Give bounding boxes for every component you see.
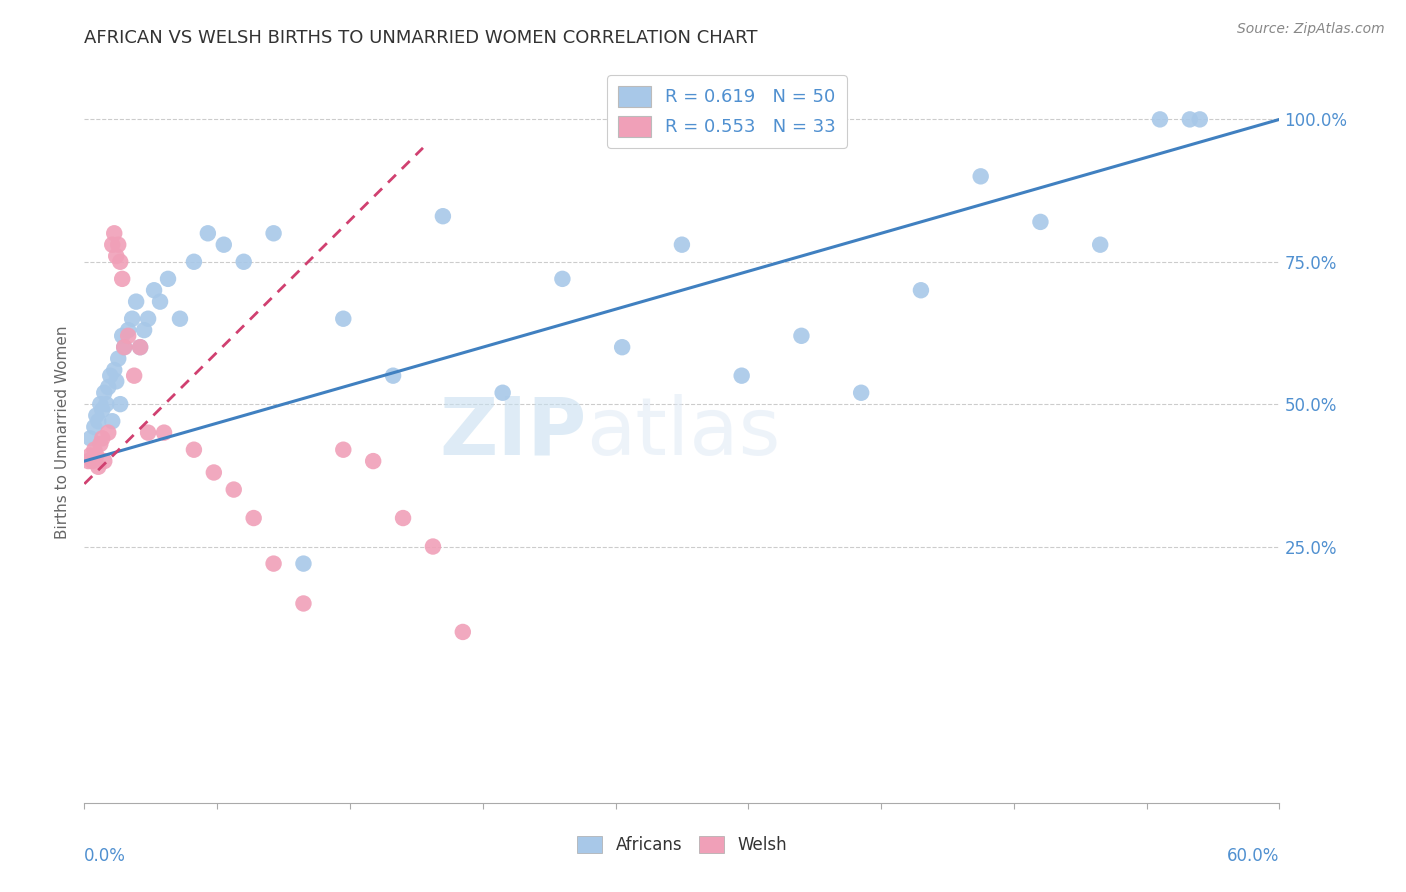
Point: [263, 557, 285, 571]
Point: [292, 597, 315, 611]
Point: [731, 368, 754, 383]
Point: [492, 385, 515, 400]
Point: [382, 368, 405, 383]
Point: [107, 237, 129, 252]
Point: [97, 425, 120, 440]
Text: 0.0%: 0.0%: [84, 847, 127, 865]
Point: [86, 449, 108, 463]
Point: [103, 363, 125, 377]
Point: [432, 209, 454, 223]
Point: [121, 311, 143, 326]
Point: [83, 442, 105, 457]
Point: [101, 237, 124, 252]
Point: [153, 425, 176, 440]
Y-axis label: Births to Unmarried Women: Births to Unmarried Women: [55, 326, 70, 540]
Point: [1149, 112, 1171, 127]
Point: [136, 311, 159, 326]
Point: [112, 340, 135, 354]
Point: [91, 431, 114, 445]
Point: [970, 169, 993, 184]
Point: [422, 540, 444, 554]
Text: Source: ZipAtlas.com: Source: ZipAtlas.com: [1237, 22, 1385, 37]
Point: [111, 328, 134, 343]
Point: [107, 351, 129, 366]
Point: [89, 397, 111, 411]
Point: [105, 375, 128, 389]
Point: [105, 249, 128, 263]
Text: 60.0%: 60.0%: [1227, 847, 1279, 865]
Point: [136, 425, 159, 440]
Point: [197, 227, 219, 241]
Point: [361, 454, 384, 468]
Text: AFRICAN VS WELSH BIRTHS TO UNMARRIED WOMEN CORRELATION CHART: AFRICAN VS WELSH BIRTHS TO UNMARRIED WOM…: [84, 29, 758, 47]
Point: [1178, 112, 1201, 127]
Point: [851, 385, 873, 400]
Point: [149, 294, 172, 309]
Point: [87, 459, 110, 474]
Point: [242, 511, 264, 525]
Point: [112, 340, 135, 354]
Point: [612, 340, 634, 354]
Point: [222, 483, 245, 497]
Point: [82, 454, 104, 468]
Point: [93, 454, 115, 468]
Point: [332, 442, 354, 457]
Point: [1188, 112, 1211, 127]
Point: [183, 442, 205, 457]
Point: [129, 340, 152, 354]
Point: [93, 385, 115, 400]
Point: [232, 254, 254, 268]
Point: [125, 294, 148, 309]
Point: [292, 557, 315, 571]
Point: [1090, 237, 1112, 252]
Point: [263, 227, 285, 241]
Point: [117, 328, 139, 343]
Text: ZIP: ZIP: [439, 393, 586, 472]
Point: [79, 449, 101, 463]
Point: [392, 511, 415, 525]
Point: [451, 624, 474, 639]
Point: [671, 237, 693, 252]
Point: [157, 272, 180, 286]
Point: [111, 272, 134, 286]
Point: [132, 323, 156, 337]
Point: [212, 237, 235, 252]
Point: [97, 380, 120, 394]
Point: [101, 414, 124, 428]
Point: [143, 283, 166, 297]
Point: [332, 311, 354, 326]
Point: [98, 368, 121, 383]
Point: [83, 420, 105, 434]
Point: [89, 437, 111, 451]
Point: [91, 402, 114, 417]
Point: [169, 311, 191, 326]
Point: [110, 254, 132, 268]
Point: [1029, 215, 1052, 229]
Point: [117, 323, 139, 337]
Point: [122, 368, 145, 383]
Point: [86, 409, 108, 423]
Text: atlas: atlas: [586, 393, 780, 472]
Legend: Africans, Welsh: Africans, Welsh: [571, 830, 793, 861]
Point: [551, 272, 574, 286]
Point: [77, 454, 100, 468]
Point: [87, 414, 110, 428]
Point: [110, 397, 132, 411]
Point: [79, 431, 101, 445]
Point: [910, 283, 932, 297]
Point: [790, 328, 813, 343]
Point: [183, 254, 205, 268]
Point: [103, 227, 125, 241]
Point: [96, 397, 118, 411]
Point: [129, 340, 152, 354]
Point: [202, 466, 225, 480]
